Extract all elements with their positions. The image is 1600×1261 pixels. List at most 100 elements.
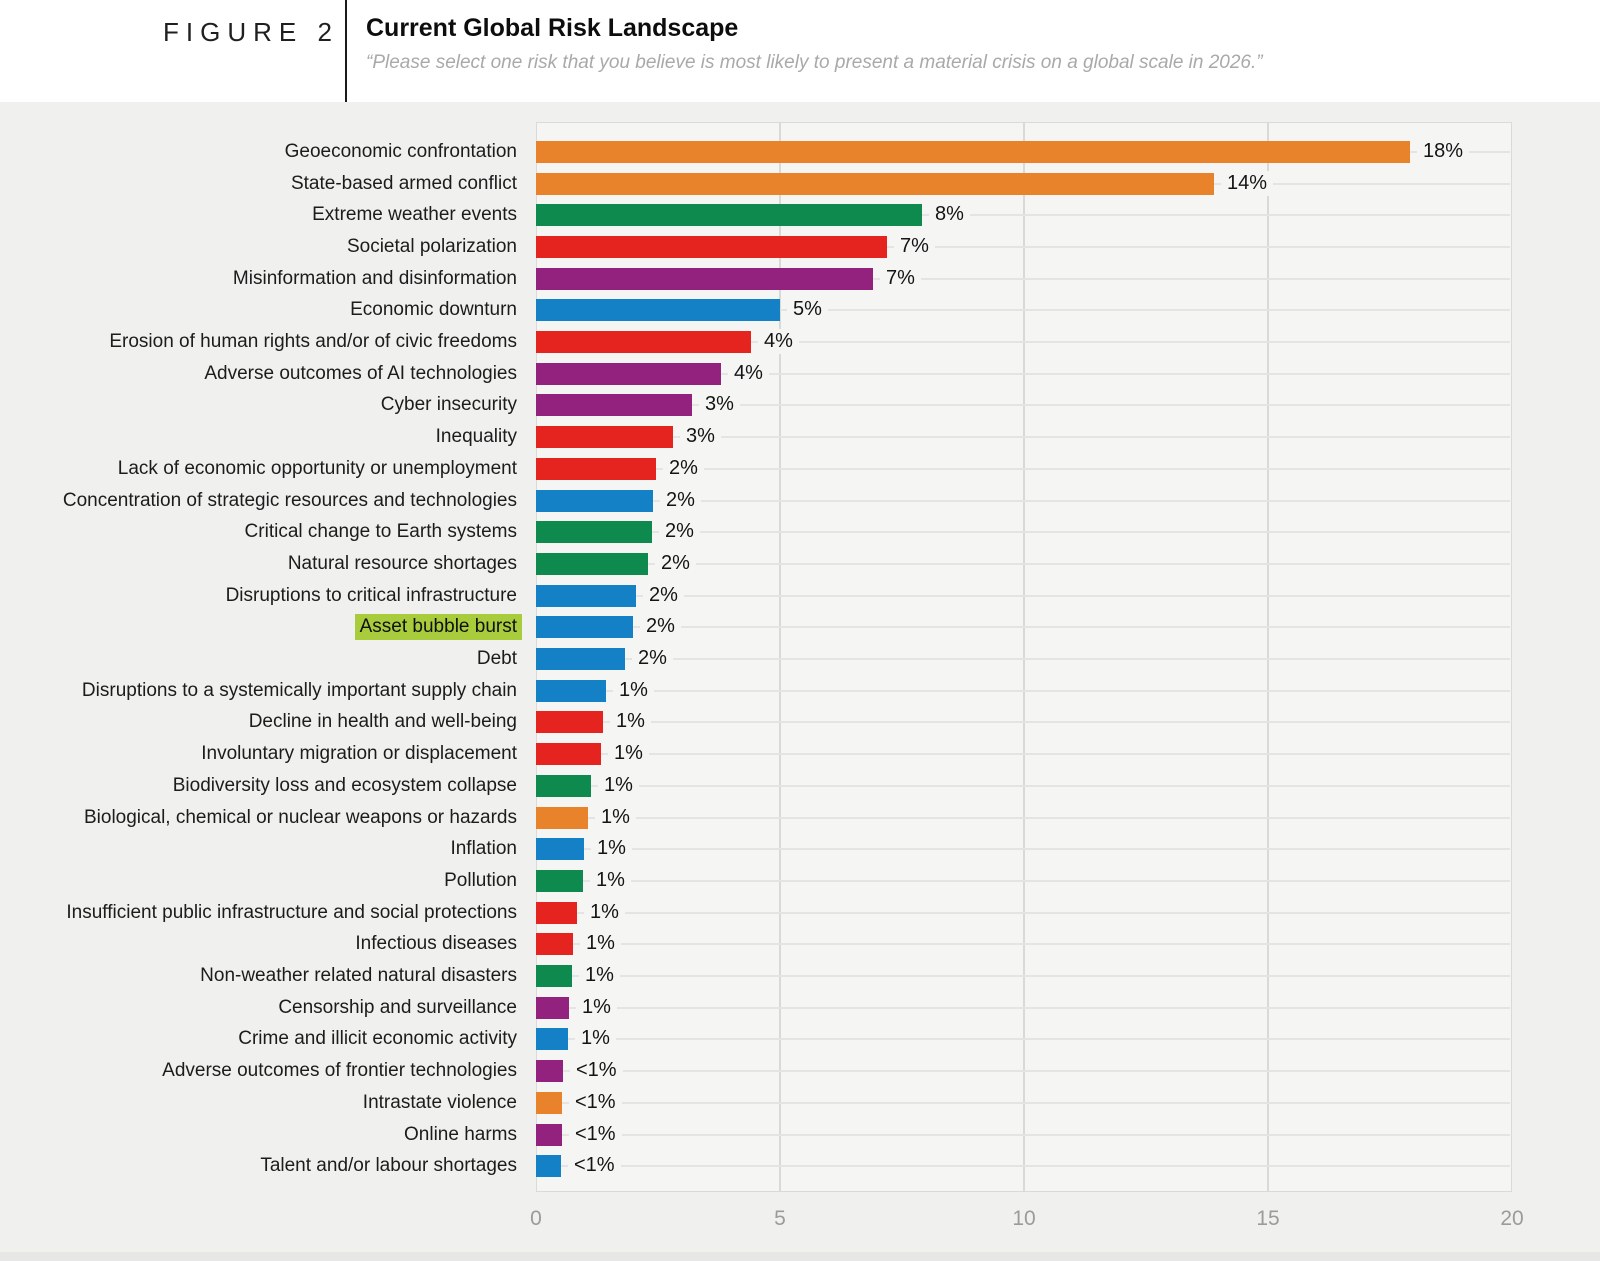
row-leader-line [536, 1070, 1510, 1073]
category-text: Non-weather related natural disasters [200, 965, 517, 987]
category-label: Disruptions to critical infrastructure [0, 583, 522, 609]
value-label: 1% [579, 963, 620, 989]
value-label: 1% [598, 772, 639, 798]
category-label: Disruptions to a systemically important … [0, 678, 522, 704]
category-label: Online harms [0, 1122, 522, 1148]
bar [536, 616, 633, 639]
bar-row: Lack of economic opportunity or unemploy… [0, 453, 1600, 485]
value-label: 1% [591, 836, 632, 862]
value-label: 1% [595, 804, 636, 830]
category-label: Misinformation and disinformation [0, 266, 522, 292]
value-label: 3% [699, 392, 740, 418]
bar-row: Adverse outcomes of frontier technologie… [0, 1055, 1600, 1087]
category-label: Adverse outcomes of AI technologies [0, 361, 522, 387]
category-label: Pollution [0, 868, 522, 894]
category-text: Concentration of strategic resources and… [62, 489, 517, 511]
category-text: Erosion of human rights and/or of civic … [109, 331, 517, 353]
bar-row: Crime and illicit economic activity 1% [0, 1024, 1600, 1056]
bar [536, 267, 873, 290]
row-leader-line [536, 1133, 1510, 1136]
bar-row: State-based armed conflict 14% [0, 168, 1600, 200]
category-label: Natural resource shortages [0, 551, 522, 577]
category-text: Societal polarization [346, 235, 517, 257]
value-label: 2% [632, 646, 673, 672]
bar [536, 204, 922, 227]
row-leader-line [536, 467, 1510, 470]
category-label: Adverse outcomes of frontier technologie… [0, 1058, 522, 1084]
category-text: Inflation [450, 838, 517, 860]
category-text: Extreme weather events [312, 204, 517, 226]
value-label: <1% [570, 1058, 623, 1084]
category-label: Geoeconomic confrontation [0, 139, 522, 165]
row-leader-line [536, 816, 1510, 819]
category-text: Infectious diseases [355, 933, 517, 955]
category-text: Disruptions to critical infrastructure [225, 584, 517, 606]
bar [536, 235, 887, 258]
category-label: Decline in health and well-being [0, 709, 522, 735]
value-label: 2% [659, 519, 700, 545]
value-label: 4% [758, 329, 799, 355]
row-leader-line [536, 214, 1510, 217]
bar [536, 1028, 568, 1051]
category-label: Debt [0, 646, 522, 672]
value-label: 2% [663, 455, 704, 481]
category-text: Inequality [435, 426, 517, 448]
value-label: 1% [575, 1026, 616, 1052]
value-label: 7% [894, 233, 935, 259]
row-leader-line [536, 436, 1510, 439]
bar-row: Geoeconomic confrontation 18% [0, 136, 1600, 168]
value-label: 2% [655, 550, 696, 576]
bar [536, 299, 780, 322]
category-text: Lack of economic opportunity or unemploy… [117, 457, 517, 479]
x-tick-label: 15 [1256, 1207, 1280, 1230]
bar-row: Critical change to Earth systems 2% [0, 516, 1600, 548]
category-label: State-based armed conflict [0, 171, 522, 197]
category-label: Lack of economic opportunity or unemploy… [0, 456, 522, 482]
bar-row: Non-weather related natural disasters 1% [0, 960, 1600, 992]
bar-row: Biodiversity loss and ecosystem collapse… [0, 770, 1600, 802]
bar-row: Disruptions to a systemically important … [0, 675, 1600, 707]
category-text: Pollution [444, 869, 517, 891]
bar [536, 679, 606, 702]
bar-row: Pollution 1% [0, 865, 1600, 897]
value-label: <1% [569, 1121, 622, 1147]
category-text: Natural resource shortages [287, 552, 517, 574]
category-label: Inequality [0, 424, 522, 450]
value-label: 14% [1221, 170, 1274, 196]
value-label: 1% [580, 931, 621, 957]
row-leader-line [536, 372, 1510, 375]
bar-row: Censorship and surveillance 1% [0, 992, 1600, 1024]
category-label: Concentration of strategic resources and… [0, 488, 522, 514]
category-label: Infectious diseases [0, 931, 522, 957]
bar [536, 711, 603, 734]
bar [536, 394, 692, 417]
value-label: 5% [787, 297, 828, 323]
category-label: Cyber insecurity [0, 392, 522, 418]
value-label: 3% [680, 424, 721, 450]
value-label: 1% [584, 899, 625, 925]
value-label: 18% [1417, 138, 1470, 164]
row-leader-line [536, 848, 1510, 851]
row-leader-line [536, 245, 1510, 248]
bar [536, 774, 591, 797]
bar [536, 869, 583, 892]
row-leader-line [536, 404, 1510, 407]
category-text: Disruptions to a systemically important … [81, 679, 517, 701]
category-text: Crime and illicit economic activity [238, 1028, 517, 1050]
row-leader-line [536, 1101, 1510, 1104]
gridline [779, 122, 781, 1192]
gridline [1023, 122, 1025, 1192]
bar-row: Decline in health and well-being 1% [0, 707, 1600, 739]
bar [536, 965, 572, 988]
bar [536, 648, 625, 671]
row-leader-line [536, 689, 1510, 692]
bar [536, 362, 721, 385]
bar-row: Involuntary migration or displacement 1% [0, 738, 1600, 770]
bar-row: Inequality 3% [0, 421, 1600, 453]
row-leader-line [536, 562, 1510, 565]
bar-row: Talent and/or labour shortages <1% [0, 1150, 1600, 1182]
value-label: 7% [880, 265, 921, 291]
bar [536, 489, 653, 512]
category-label: Asset bubble burst [0, 614, 522, 641]
